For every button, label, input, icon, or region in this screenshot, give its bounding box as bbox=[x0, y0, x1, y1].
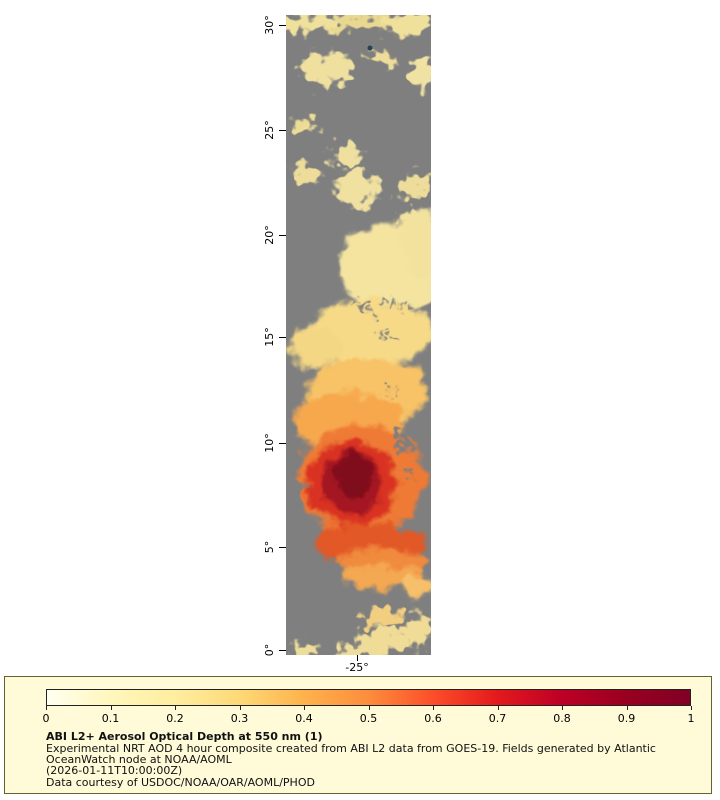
lat-tick-label-25: 25° bbox=[263, 120, 276, 140]
legend-panel: 0 0.1 0.2 0.3 0.4 0.5 0.6 0.7 0.8 0.9 1 … bbox=[4, 676, 712, 794]
lat-tick-label-10: 10° bbox=[263, 433, 276, 453]
colorbar-tick bbox=[562, 706, 563, 710]
legend-caption-line-1: Experimental NRT AOD 4 hour composite cr… bbox=[46, 742, 656, 755]
colorbar-tick-label: 0.4 bbox=[295, 712, 313, 725]
aod-map bbox=[286, 15, 431, 655]
colorbar-tick-label: 0.5 bbox=[359, 712, 378, 725]
lat-tick-0 bbox=[279, 650, 286, 651]
colorbar-tick-label: 0.8 bbox=[553, 712, 571, 725]
colorbar-tick bbox=[304, 706, 305, 710]
colorbar-tick bbox=[626, 706, 628, 710]
lat-tick-label-0: 0° bbox=[263, 643, 276, 657]
colorbar-tick-label: 1 bbox=[687, 712, 695, 725]
colorbar-tick bbox=[110, 706, 112, 710]
colorbar-tick-label: 0.1 bbox=[101, 712, 120, 725]
lat-tick-10 bbox=[279, 443, 286, 444]
colorbar-gradient bbox=[46, 689, 691, 706]
colorbar-tick bbox=[497, 706, 499, 710]
legend-title: ABI L2+ Aerosol Optical Depth at 550 nm … bbox=[46, 730, 323, 743]
lon-tick-label: -25° bbox=[345, 661, 369, 674]
colorbar-tick-label: 0 bbox=[42, 712, 50, 725]
colorbar-tick bbox=[175, 706, 176, 710]
lat-tick-label-20: 20° bbox=[263, 225, 276, 245]
lat-tick-20 bbox=[279, 235, 286, 236]
colorbar-tick bbox=[46, 706, 47, 710]
colorbar-tick-label: 0.9 bbox=[617, 712, 636, 725]
colorbar-tick-label: 0.3 bbox=[230, 712, 249, 725]
colorbar-tick-label: 0.6 bbox=[424, 712, 442, 725]
legend-credit: Data courtesy of USDOC/NOAA/OAR/AOML/PHO… bbox=[46, 776, 315, 789]
colorbar-tick bbox=[239, 706, 241, 710]
lat-tick-5 bbox=[279, 547, 286, 548]
lat-tick-label-5: 5° bbox=[263, 540, 276, 554]
aod-field-svg bbox=[286, 15, 431, 655]
lat-tick-15 bbox=[279, 337, 286, 338]
legend-timestamp: (2026-01-11T10:00:00Z) bbox=[46, 764, 183, 777]
lat-tick-30 bbox=[279, 25, 286, 26]
dark-pixel-speck bbox=[367, 45, 373, 51]
colorbar-tick bbox=[368, 706, 370, 710]
colorbar-tick-label: 0.7 bbox=[488, 712, 507, 725]
lon-tick bbox=[357, 655, 358, 661]
legend-caption-line-2: OceanWatch node at NOAA/AOML bbox=[46, 753, 232, 766]
cloud-mask-speckles bbox=[286, 298, 418, 584]
colorbar-tick bbox=[433, 706, 434, 710]
lat-tick-25 bbox=[279, 130, 286, 131]
colorbar-tick bbox=[691, 706, 692, 710]
lat-tick-label-15: 15° bbox=[263, 327, 276, 347]
dust-plume-field bbox=[290, 209, 431, 599]
colorbar-tick-label: 0.2 bbox=[166, 712, 184, 725]
lat-tick-label-30: 30° bbox=[263, 15, 276, 35]
